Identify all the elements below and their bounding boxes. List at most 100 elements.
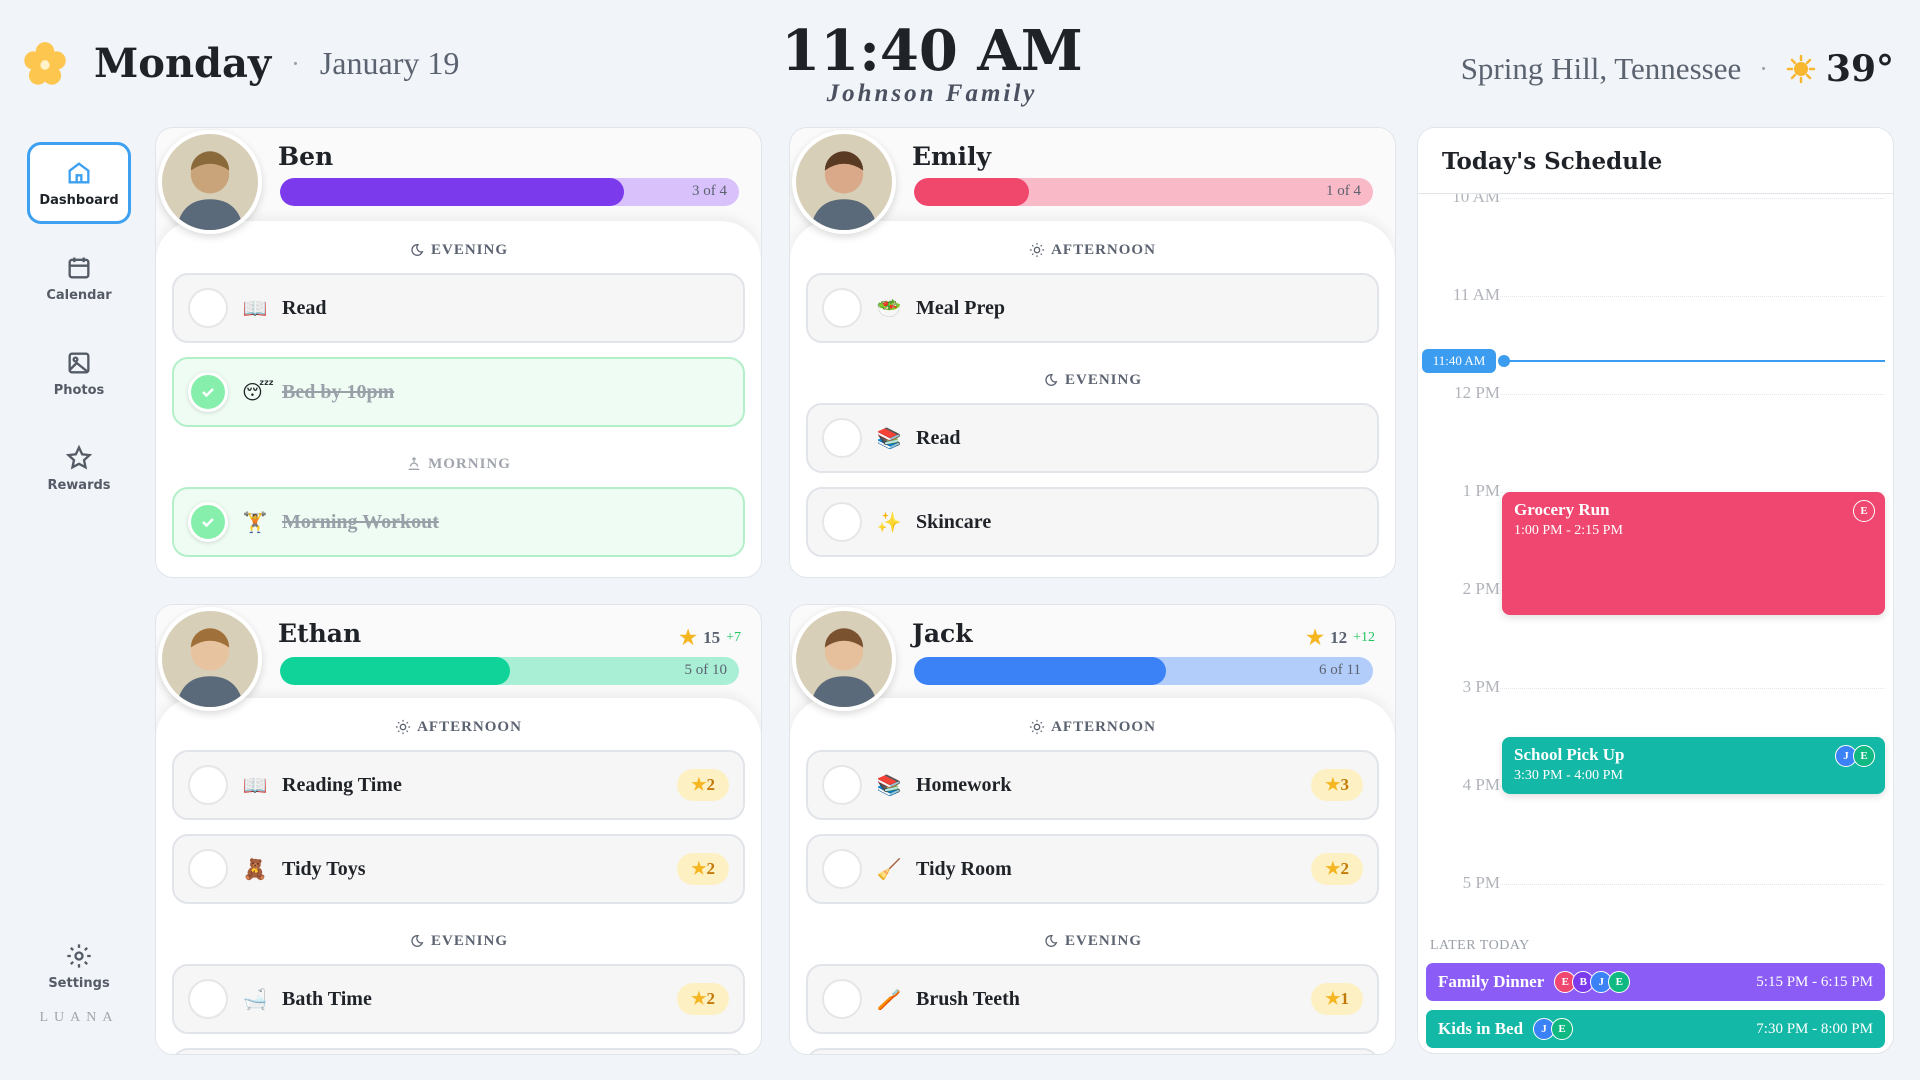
member-card-emily: Emily 1 of 4 AFTERNOON 🥗 Meal Prep EVENING 📚 Re… [789, 127, 1396, 578]
event-block[interactable]: Grocery Run 1:00 PM - 2:15 PM E [1502, 492, 1885, 615]
later-event[interactable]: Family Dinner E B J E 5:15 PM - 6:15 PM [1426, 963, 1885, 1001]
progress-bar: 6 of 11 [914, 657, 1373, 685]
task-list[interactable]: AFTERNOON 🥗 Meal Prep EVENING 📚 Read ✨ Skincare… [790, 221, 1395, 577]
todays-schedule: Today's Schedule 10 AM 11 AM 12 PM 1 PM 2 PM… [1417, 127, 1894, 1054]
points-value: 3 [1340, 775, 1350, 794]
task-row[interactable]: 📖 Reading Time ★2 [172, 750, 745, 820]
hour-gridline [1500, 296, 1885, 297]
event-time: 1:00 PM - 2:15 PM [1514, 523, 1623, 538]
task-checkbox[interactable] [822, 418, 862, 458]
schedule-header: Today's Schedule [1418, 128, 1893, 194]
event-title: School Pick Up [1514, 745, 1625, 764]
gear-icon [67, 943, 91, 968]
member-card-ethan: Ethan ★ 15 +7 5 of 10 AFTERNOON 📖 Reading Time ★… [155, 604, 762, 1055]
task-row[interactable]: 🥗 Meal Prep [806, 273, 1379, 343]
member-name: Emily [912, 142, 992, 171]
task-checkbox[interactable] [822, 849, 862, 889]
task-row[interactable] [172, 1048, 745, 1054]
event-title: Kids in Bed [1438, 1019, 1524, 1038]
section-header: MORNING [172, 441, 745, 487]
points-value: 2 [706, 859, 716, 878]
member-name: Jack [912, 619, 973, 648]
task-emoji-icon: 🏋 [242, 510, 268, 534]
avatar [792, 607, 896, 711]
hour-label: 4 PM [1462, 775, 1500, 794]
star-icon: ★ [1325, 859, 1341, 878]
task-checkbox[interactable] [188, 502, 228, 542]
location: Spring Hill, Tennessee [1460, 51, 1742, 86]
hour-gridline [1500, 688, 1885, 689]
task-checkbox[interactable] [188, 288, 228, 328]
task-checkbox[interactable] [822, 765, 862, 805]
task-row[interactable]: 🧸 Tidy Toys ★2 [172, 834, 745, 904]
member-card-ben: Ben 3 of 4 EVENING 📖 Read 😴 Bed by 10pm MORNING… [155, 127, 762, 578]
task-title: Meal Prep [916, 296, 1006, 319]
section-label: MORNING [428, 455, 511, 472]
task-checkbox[interactable] [188, 849, 228, 889]
hour-gridline [1500, 198, 1885, 199]
nav-photos[interactable]: Photos [27, 332, 131, 414]
progress-fill [914, 178, 1029, 206]
task-checkbox[interactable] [188, 765, 228, 805]
later-event[interactable]: Kids in Bed J E 7:30 PM - 8:00 PM [1426, 1010, 1885, 1048]
section-header: EVENING [172, 227, 745, 273]
task-checkbox[interactable] [822, 288, 862, 328]
attendee-avatar: E [1608, 971, 1631, 993]
event-block[interactable]: School Pick Up 3:30 PM - 4:00 PM J E [1502, 737, 1885, 794]
task-row[interactable]: 🏋 Morning Workout [172, 487, 745, 557]
task-checkbox[interactable] [822, 502, 862, 542]
progress-label: 1 of 4 [1326, 183, 1361, 199]
task-emoji-icon: 🧸 [242, 857, 268, 881]
task-row[interactable]: 📖 Read [172, 273, 745, 343]
task-list[interactable]: AFTERNOON 📚 Homework ★3 🧹 Tidy Room ★2 EVENING 🪥… [790, 698, 1395, 1054]
task-list[interactable]: EVENING 📖 Read 😴 Bed by 10pm MORNING 🏋 Morning … [156, 221, 761, 577]
progress-fill [280, 178, 625, 206]
section-header: AFTERNOON [172, 704, 745, 750]
task-checkbox[interactable] [822, 979, 862, 1019]
moon-icon [411, 243, 424, 256]
date-label: January 19 [319, 45, 460, 81]
task-row[interactable]: 📚 Homework ★3 [806, 750, 1379, 820]
points-badge: ★2 [1311, 853, 1363, 885]
progress-fill [280, 657, 510, 685]
points-badge: ★1 [1311, 983, 1363, 1015]
member-card-jack: Jack ★ 12 +12 6 of 11 AFTERNOON 📚 Homework ★3 🧹 Ti… [789, 604, 1396, 1055]
star-icon: ★ [691, 989, 707, 1008]
task-title: Bed by 10pm [282, 380, 395, 403]
nav-rewards[interactable]: Rewards [27, 427, 131, 509]
task-row[interactable]: ✨ Skincare [806, 487, 1379, 557]
section-header: EVENING [806, 918, 1379, 964]
hour-label: 3 PM [1462, 677, 1500, 696]
task-row[interactable]: 📚 Read [806, 403, 1379, 473]
sun-icon [1029, 719, 1045, 735]
task-checkbox[interactable] [188, 372, 228, 412]
task-row[interactable]: 🛁 Bath Time ★2 [172, 964, 745, 1034]
nav-dashboard[interactable]: Dashboard [27, 142, 131, 224]
weather: Spring Hill, Tennessee · 39° [1461, 48, 1894, 90]
nav-calendar[interactable]: Calendar [27, 237, 131, 319]
moon-icon [1045, 373, 1058, 386]
task-title: Read [282, 296, 327, 319]
task-row[interactable] [806, 1048, 1379, 1054]
task-checkbox[interactable] [188, 979, 228, 1019]
task-row[interactable]: 🪥 Brush Teeth ★1 [806, 964, 1379, 1034]
separator-dot: · [291, 48, 300, 78]
schedule-title: Today's Schedule [1442, 148, 1663, 175]
points-value: 2 [706, 775, 716, 794]
task-title: Skincare [916, 510, 992, 533]
star-count: ★ 12 +12 [1306, 625, 1375, 650]
sun-icon [395, 719, 411, 735]
section-header: EVENING [172, 918, 745, 964]
date-header: Monday · January 19 [22, 40, 459, 87]
task-row[interactable]: 😴 Bed by 10pm [172, 357, 745, 427]
later-today-label: LATER TODAY [1430, 938, 1530, 953]
nav-label: Settings [48, 975, 110, 991]
section-header: AFTERNOON [172, 571, 745, 577]
task-title: Read [916, 426, 961, 449]
task-list[interactable]: AFTERNOON 📖 Reading Time ★2 🧸 Tidy Toys ★2 EVEN… [156, 698, 761, 1054]
task-row[interactable]: 🧹 Tidy Room ★2 [806, 834, 1379, 904]
task-emoji-icon: 🪥 [876, 987, 902, 1011]
task-title: Tidy Room [916, 857, 1012, 880]
sunrise-icon [408, 456, 420, 470]
nav-settings[interactable]: Settings [27, 925, 131, 1007]
